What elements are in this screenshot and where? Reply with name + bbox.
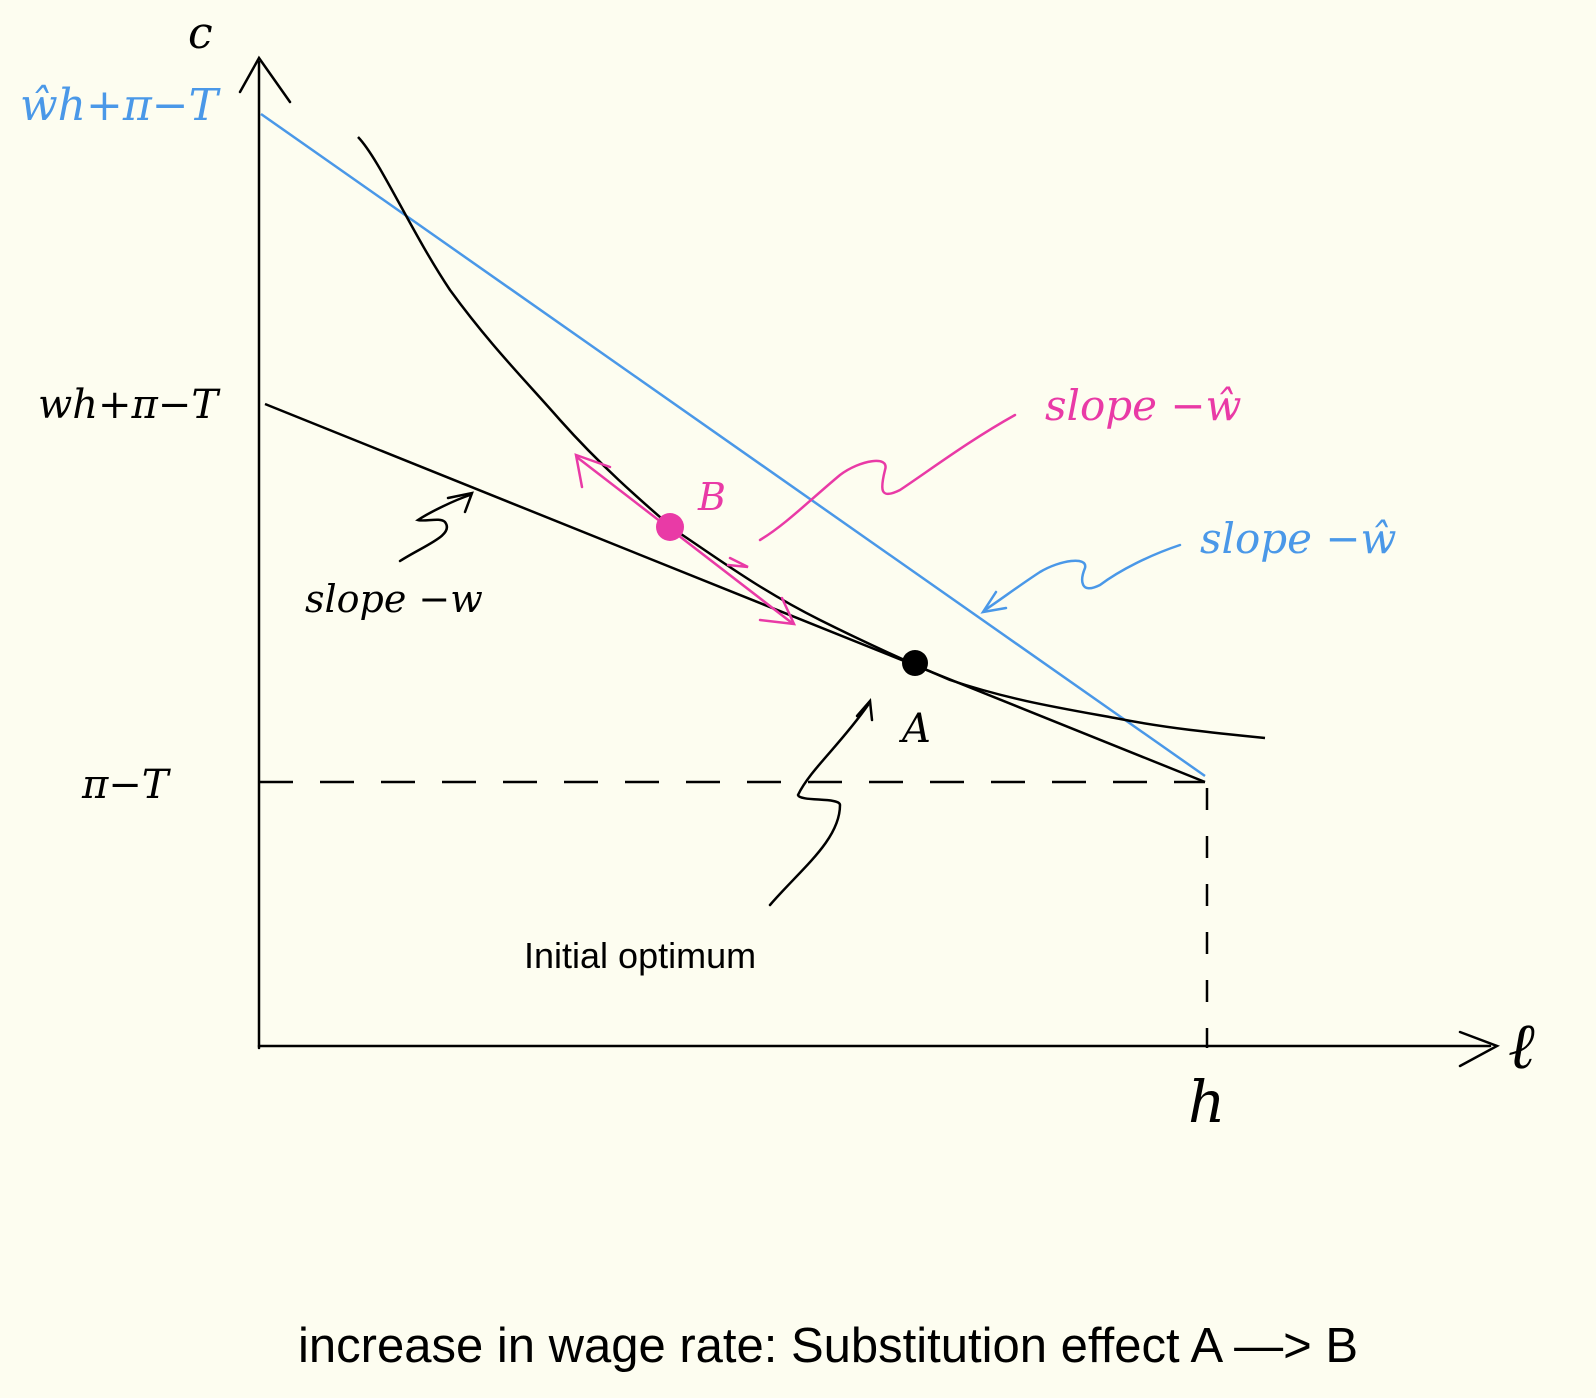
diagram-caption: increase in wage rate: Substitution effe…	[298, 1319, 1358, 1373]
initial-optimum-pointer	[768, 703, 870, 907]
y-axis-arrowhead	[238, 55, 292, 104]
slope-w-pointer-head	[446, 491, 474, 514]
point-b-label: B	[697, 475, 726, 519]
pink-slope-label: slope −ŵ	[1045, 381, 1242, 430]
slope-w-pointer	[398, 493, 472, 563]
blue-slope-label: slope −ŵ	[1200, 514, 1397, 563]
point-a-label: A	[898, 706, 931, 752]
nonlabor-income-label: π−T	[81, 762, 172, 808]
y-axis-label: c	[188, 8, 213, 59]
pink-slope-pointer-tick	[726, 556, 749, 569]
compensated-tangent	[574, 453, 797, 626]
compensated-tangent-line	[576, 456, 794, 625]
blue-slope-pointer-head	[980, 590, 1008, 614]
original-budget-line	[264, 402, 1206, 784]
axes	[238, 55, 1501, 1068]
point-b-marker	[656, 513, 684, 541]
annotation-arrows	[398, 491, 874, 907]
initial-optimum-pointer-head	[855, 698, 874, 722]
x-axis-arrowhead	[1458, 1030, 1501, 1068]
indifference-curve	[357, 136, 1266, 740]
pink-slope-pointer	[758, 413, 1017, 542]
new-intercept-label: ŵh+π−T	[20, 80, 222, 131]
point-a-marker	[902, 650, 928, 676]
tangent-arrowhead-upper	[574, 453, 612, 489]
tangent-arrowhead-lower	[758, 596, 797, 626]
old-intercept-label: wh+π−T	[38, 382, 221, 428]
new-budget-line	[260, 112, 1206, 778]
initial-optimum-label: Initial optimum	[524, 935, 756, 976]
guides	[259, 780, 1209, 1048]
x-axis-label: ℓ	[1508, 1010, 1535, 1084]
blue-slope-pointer	[983, 543, 1182, 612]
old-slope-label: slope −w	[305, 577, 483, 621]
x-endpoint-label: h	[1188, 1068, 1225, 1136]
